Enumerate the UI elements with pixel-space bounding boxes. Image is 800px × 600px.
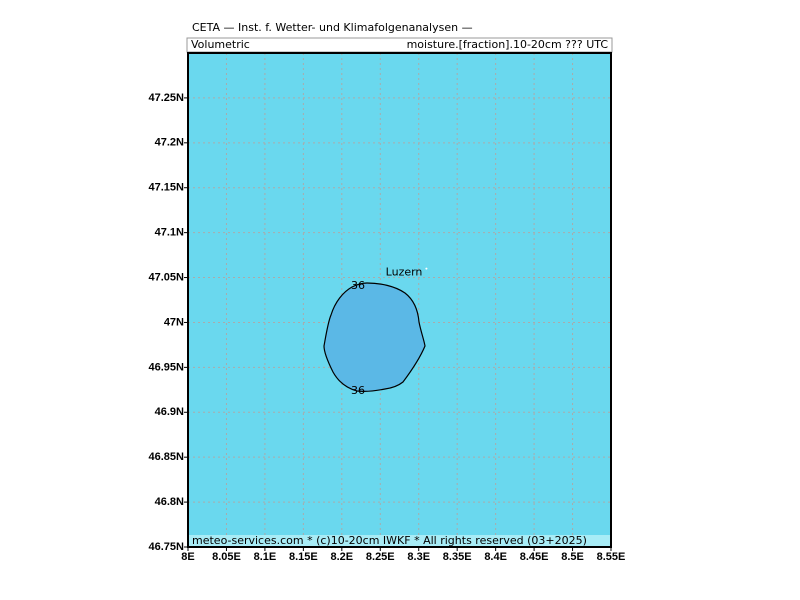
y-tick-label: 46.85N — [149, 451, 185, 463]
x-tick-label: 8.1E — [254, 551, 277, 563]
y-tick-label: 47.1N — [155, 227, 184, 239]
x-tick-label: 8.5E — [561, 551, 584, 563]
y-tick-label: 46.8N — [155, 496, 184, 508]
y-tick-label: 46.75N — [149, 541, 185, 553]
x-tick-label: 8.2E — [330, 551, 353, 563]
y-tick-label: 46.9N — [155, 406, 184, 418]
city-label: Luzern — [386, 266, 423, 279]
y-tick-label: 47.25N — [149, 92, 185, 104]
y-tick-label: 46.95N — [149, 361, 185, 373]
title: CETA — Inst. f. Wetter- und Klimafolgena… — [192, 21, 473, 34]
contour-label: 36 — [351, 384, 365, 397]
y-tick-label: 47.05N — [149, 271, 185, 283]
subtitle-right: moisture.[fraction].10-20cm ??? UTC — [407, 38, 609, 51]
x-tick-label: 8.15E — [289, 551, 318, 563]
footer-band — [188, 535, 611, 547]
subtitle-left: Volumetric — [191, 38, 250, 51]
y-tick-label: 47N — [164, 316, 184, 328]
y-tick-label: 47.2N — [155, 137, 184, 149]
footer: meteo-services.com * (c)10-20cm IWKF * A… — [192, 534, 587, 547]
map-frame — [187, 52, 612, 548]
x-tick-label: 8.25E — [366, 551, 395, 563]
y-tick-label: 47.15N — [149, 182, 185, 194]
x-tick-label: 8.35E — [443, 551, 472, 563]
x-tick-label: 8.4E — [484, 551, 507, 563]
contour-label: 36 — [351, 279, 365, 292]
city-marker — [425, 267, 428, 270]
x-tick-label: 8.45E — [520, 551, 549, 563]
x-tick-label: 8.05E — [212, 551, 241, 563]
x-tick-label: 8E — [181, 551, 194, 563]
x-tick-label: 8.3E — [407, 551, 430, 563]
x-tick-label: 8.55E — [597, 551, 626, 563]
contour — [323, 282, 426, 392]
